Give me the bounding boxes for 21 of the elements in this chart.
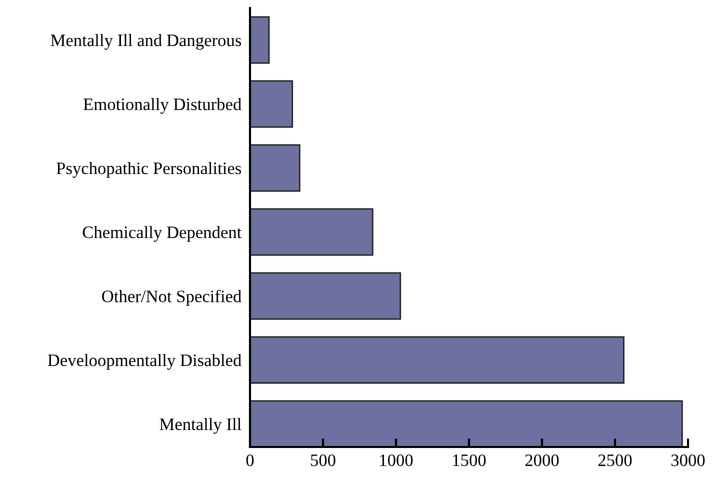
x-tick-label: 2500 — [598, 454, 632, 466]
y-tick-label: Chemically Dependent — [82, 226, 242, 242]
x-tick-label: 2000 — [525, 454, 559, 466]
x-tick-label: 500 — [310, 454, 336, 466]
x-tick-label: 3000 — [671, 454, 705, 466]
y-tick-label: Mentally Ill — [160, 418, 242, 434]
bar — [250, 16, 270, 64]
y-tick-label: Develoopmentally Disabled — [48, 354, 242, 370]
y-tick-label: Other/Not Specified — [102, 290, 242, 306]
bar — [250, 400, 683, 447]
x-tick-label: 0 — [246, 454, 254, 466]
x-tick-label: 1500 — [453, 454, 486, 466]
y-tick-label: Mentally Ill and Dangerous — [50, 34, 242, 50]
bar — [250, 80, 294, 128]
bar — [250, 208, 374, 256]
bar — [250, 272, 402, 320]
y-tick-label: Psychopathic Personalities — [56, 162, 242, 178]
x-tick-label: 1000 — [380, 454, 413, 466]
bar — [250, 336, 624, 384]
bar — [250, 144, 300, 192]
y-tick-label: Emotionally Disturbed — [84, 98, 242, 114]
